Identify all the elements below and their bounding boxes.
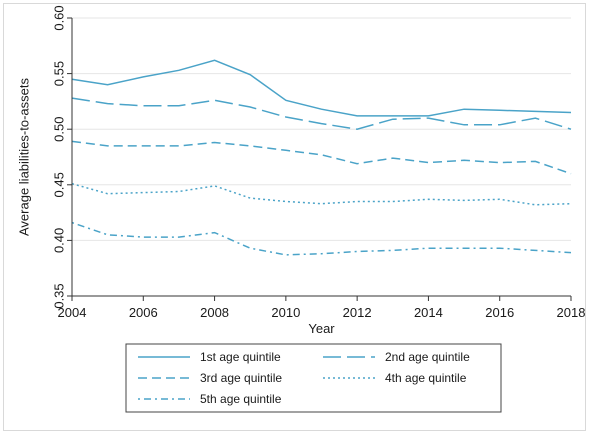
- y-tick-label: 0.60: [52, 5, 67, 30]
- legend-item: 2nd age quintile: [323, 350, 470, 364]
- x-tick-label: 2018: [557, 305, 586, 320]
- axes: 0.35 0.40 0.45 0.50 0.55 0.60 2004 2006 2008 2010…: [52, 5, 586, 320]
- y-tick-label: 0.45: [52, 172, 67, 197]
- series-line-2: [71, 97, 572, 130]
- y-tick-label: 0.35: [52, 283, 67, 308]
- legend-item: 1st age quintile: [138, 350, 281, 364]
- legend-item: 4th age quintile: [323, 371, 467, 385]
- legend: 1st age quintile 2nd age quintile 3rd age …: [125, 343, 502, 413]
- x-tick-label: 2012: [343, 305, 372, 320]
- legend-label: 3rd age quintile: [200, 371, 282, 385]
- legend-item: 5th age quintile: [138, 392, 282, 406]
- legend-item: 3rd age quintile: [138, 371, 282, 385]
- x-tick-label: 2008: [200, 305, 229, 320]
- y-tick-label: 0.40: [52, 228, 67, 253]
- legend-label: 2nd age quintile: [385, 350, 470, 364]
- legend-label: 4th age quintile: [385, 371, 467, 385]
- x-tick-label: 2014: [414, 305, 443, 320]
- x-tick-label: 2016: [485, 305, 514, 320]
- series-line-5: [71, 221, 572, 256]
- y-tick-label: 0.50: [52, 117, 67, 142]
- x-tick-label: 2004: [58, 305, 87, 320]
- series-line-1: [71, 59, 572, 117]
- x-tick-label: 2006: [129, 305, 158, 320]
- series-lines: [71, 59, 572, 256]
- y-axis-title: Average liabilities-to-assets: [17, 78, 32, 236]
- outer-frame: [3, 3, 586, 431]
- series-line-4: [71, 182, 572, 206]
- y-tick-label: 0.55: [52, 61, 67, 86]
- legend-label: 1st age quintile: [200, 350, 281, 364]
- x-tick-label: 2010: [271, 305, 300, 320]
- x-axis-title: Year: [308, 321, 335, 336]
- legend-label: 5th age quintile: [200, 392, 282, 406]
